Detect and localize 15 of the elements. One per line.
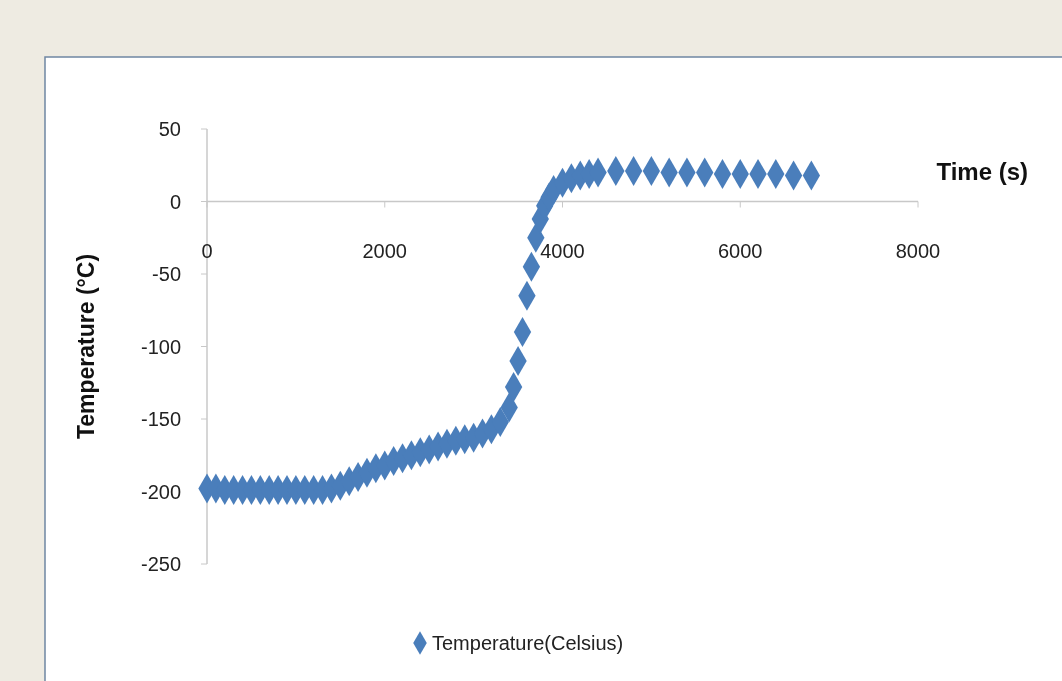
y-axis-title: Temperature (°C) — [73, 253, 99, 440]
x-axis-title: Time (s) — [936, 158, 1028, 185]
x-tick-label: 8000 — [895, 239, 941, 262]
legend-label: Temperature(Celsius) — [432, 632, 624, 654]
y-tick-label: 50 — [158, 118, 181, 140]
y-tick-label: -200 — [140, 480, 181, 503]
y-tick-label: 0 — [169, 190, 181, 213]
x-tick-label: 0 — [201, 239, 213, 262]
y-tick-label: -50 — [152, 263, 181, 285]
x-tick-label: 2000 — [362, 239, 407, 262]
y-tick-label: -100 — [140, 335, 181, 358]
y-tick-label: -250 — [140, 553, 181, 575]
x-tick-label: 6000 — [718, 239, 763, 262]
y-tick-label: -150 — [140, 408, 181, 430]
x-tick-label: 4000 — [540, 239, 585, 262]
